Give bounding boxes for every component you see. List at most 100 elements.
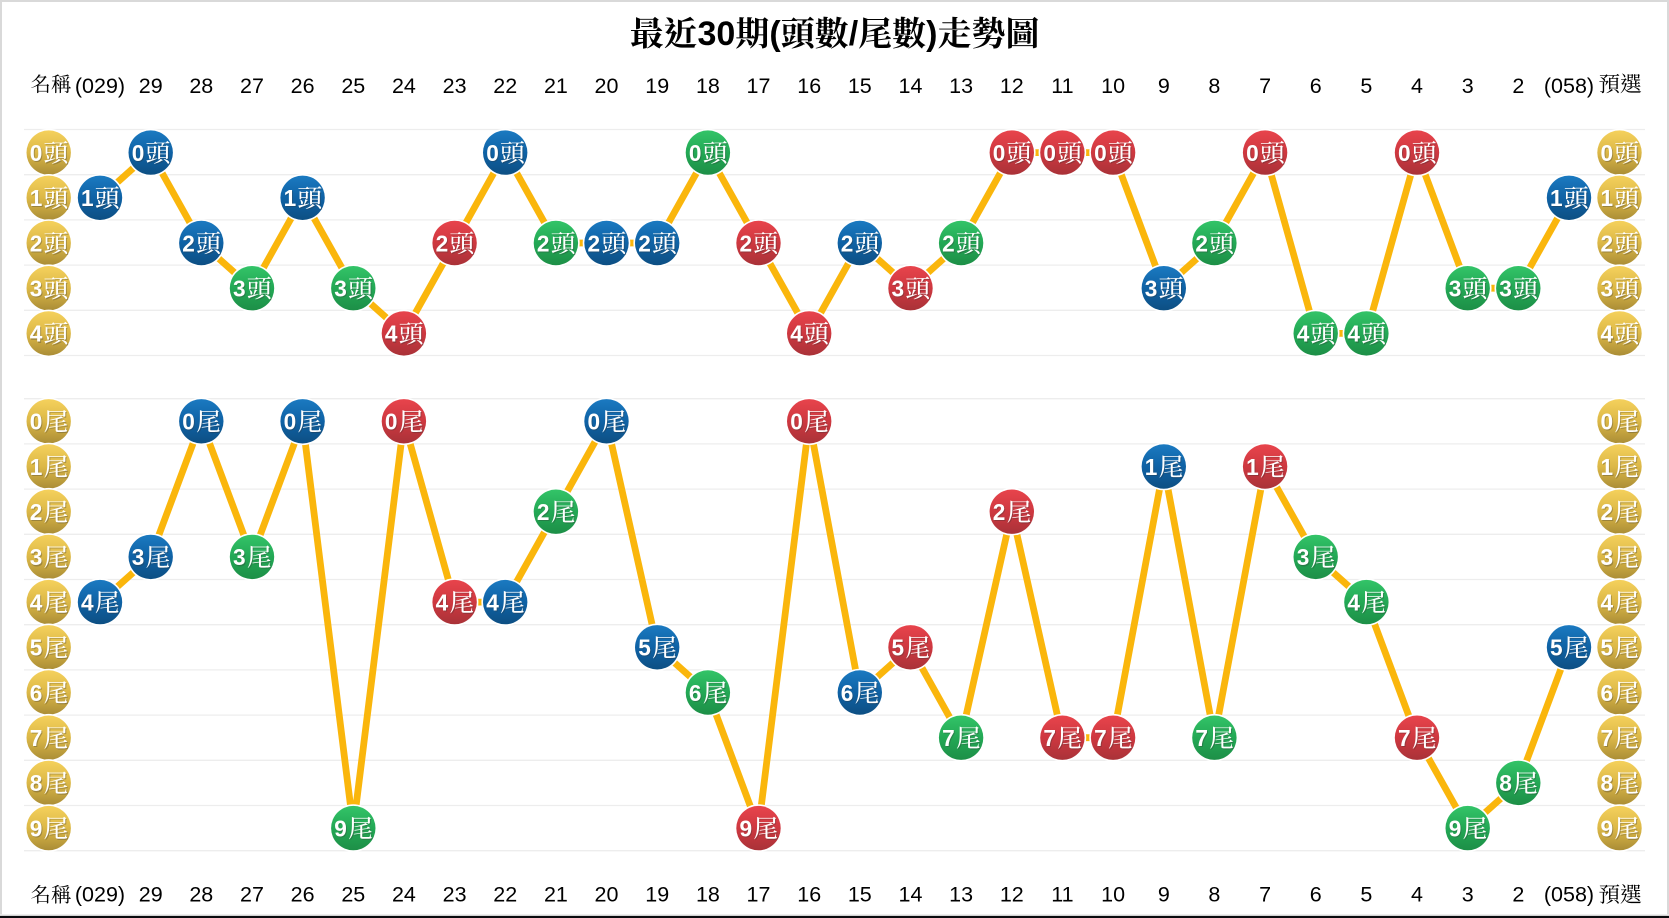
svg-text:4: 4 <box>1348 322 1361 348</box>
svg-text:4: 4 <box>1601 589 1614 615</box>
svg-text:0: 0 <box>285 410 298 436</box>
svg-text:2: 2 <box>1512 883 1524 907</box>
svg-text:9: 9 <box>30 815 43 841</box>
svg-text:4: 4 <box>31 322 44 348</box>
svg-text:4: 4 <box>81 589 94 615</box>
svg-text:9: 9 <box>741 817 754 843</box>
svg-text:2: 2 <box>589 231 602 257</box>
svg-text:0: 0 <box>1095 141 1108 167</box>
svg-text:0: 0 <box>133 141 146 167</box>
svg-text:2: 2 <box>1512 74 1524 98</box>
svg-text:0: 0 <box>1094 140 1107 166</box>
svg-text:0: 0 <box>1399 141 1412 167</box>
svg-text:3: 3 <box>233 276 246 302</box>
svg-text:0: 0 <box>1602 410 1615 436</box>
svg-text:3: 3 <box>335 277 348 303</box>
svg-text:0: 0 <box>993 140 1006 166</box>
svg-text:2: 2 <box>537 230 550 256</box>
svg-text:4: 4 <box>1348 591 1361 617</box>
svg-text:2: 2 <box>942 230 955 256</box>
svg-text:29: 29 <box>139 883 163 907</box>
svg-text:3: 3 <box>892 276 905 302</box>
svg-text:2: 2 <box>841 230 854 256</box>
svg-text:2: 2 <box>1602 231 1615 257</box>
svg-text:1: 1 <box>30 454 43 480</box>
svg-text:9: 9 <box>334 815 347 841</box>
svg-text:9: 9 <box>1158 74 1170 98</box>
svg-text:1: 1 <box>82 186 95 212</box>
svg-text:3: 3 <box>1499 276 1512 302</box>
svg-text:2: 2 <box>993 499 1006 525</box>
svg-text:4: 4 <box>791 322 804 348</box>
svg-text:4: 4 <box>1601 321 1614 347</box>
svg-text:3: 3 <box>133 545 146 571</box>
svg-text:12: 12 <box>1000 883 1024 907</box>
svg-text:4: 4 <box>790 321 803 347</box>
svg-text:20: 20 <box>595 74 619 98</box>
svg-text:7: 7 <box>1195 725 1208 751</box>
svg-text:4: 4 <box>1602 322 1615 348</box>
svg-text:3: 3 <box>893 277 906 303</box>
svg-text:5: 5 <box>1601 635 1614 661</box>
svg-text:1: 1 <box>284 185 297 211</box>
svg-text:2: 2 <box>437 231 450 257</box>
svg-text:5: 5 <box>1360 74 1372 98</box>
svg-text:5: 5 <box>31 636 44 662</box>
svg-text:2: 2 <box>31 500 44 526</box>
svg-text:0: 0 <box>132 140 145 166</box>
svg-text:0: 0 <box>31 141 44 167</box>
svg-text:4: 4 <box>385 321 398 347</box>
svg-text:0: 0 <box>1601 140 1614 166</box>
svg-text:(029): (029) <box>75 883 125 907</box>
svg-text:30: 30 <box>698 15 736 53</box>
svg-text:4: 4 <box>30 589 43 615</box>
svg-text:2: 2 <box>1601 230 1614 256</box>
svg-text:6: 6 <box>1310 883 1322 907</box>
svg-text:3: 3 <box>1601 276 1614 302</box>
svg-text:4: 4 <box>1602 591 1615 617</box>
svg-text:0: 0 <box>31 410 44 436</box>
svg-text:9: 9 <box>31 817 44 843</box>
svg-text:6: 6 <box>1601 680 1614 706</box>
svg-text:3: 3 <box>1298 545 1311 571</box>
svg-text:11: 11 <box>1051 74 1073 98</box>
svg-text:9: 9 <box>1158 883 1170 907</box>
svg-text:1: 1 <box>1550 185 1563 211</box>
svg-text:4: 4 <box>31 591 44 617</box>
svg-text:17: 17 <box>747 74 771 98</box>
svg-text:3: 3 <box>30 276 43 302</box>
svg-text:0: 0 <box>588 409 601 435</box>
svg-text:12: 12 <box>1000 74 1024 98</box>
svg-text:2: 2 <box>1602 500 1615 526</box>
svg-text:2: 2 <box>1196 231 1209 257</box>
svg-text:7: 7 <box>1259 74 1271 98</box>
svg-text:3: 3 <box>1602 277 1615 303</box>
svg-text:0: 0 <box>689 140 702 166</box>
svg-text:19: 19 <box>645 883 669 907</box>
svg-text:2: 2 <box>30 499 43 525</box>
svg-text:17: 17 <box>747 883 771 907</box>
svg-text:21: 21 <box>544 74 568 98</box>
svg-text:2: 2 <box>538 500 551 526</box>
svg-text:0: 0 <box>182 409 195 435</box>
svg-text:0: 0 <box>30 140 43 166</box>
svg-text:24: 24 <box>392 883 416 907</box>
svg-text:8: 8 <box>1208 883 1220 907</box>
svg-text:6: 6 <box>1602 681 1615 707</box>
svg-text:9: 9 <box>1450 817 1463 843</box>
svg-text:26: 26 <box>291 883 315 907</box>
svg-text:13: 13 <box>949 74 973 98</box>
svg-text:7: 7 <box>1602 726 1615 752</box>
svg-text:5: 5 <box>892 635 905 661</box>
svg-text:2: 2 <box>182 230 195 256</box>
svg-text:3: 3 <box>1449 276 1462 302</box>
svg-text:4: 4 <box>82 591 95 617</box>
svg-text:29: 29 <box>139 74 163 98</box>
svg-text:3: 3 <box>1500 277 1513 303</box>
svg-text:6: 6 <box>689 680 702 706</box>
svg-text:3: 3 <box>1297 544 1310 570</box>
svg-text:8: 8 <box>30 770 43 796</box>
svg-text:(029): (029) <box>75 74 125 98</box>
svg-text:6: 6 <box>841 680 854 706</box>
svg-text:4: 4 <box>437 591 450 617</box>
